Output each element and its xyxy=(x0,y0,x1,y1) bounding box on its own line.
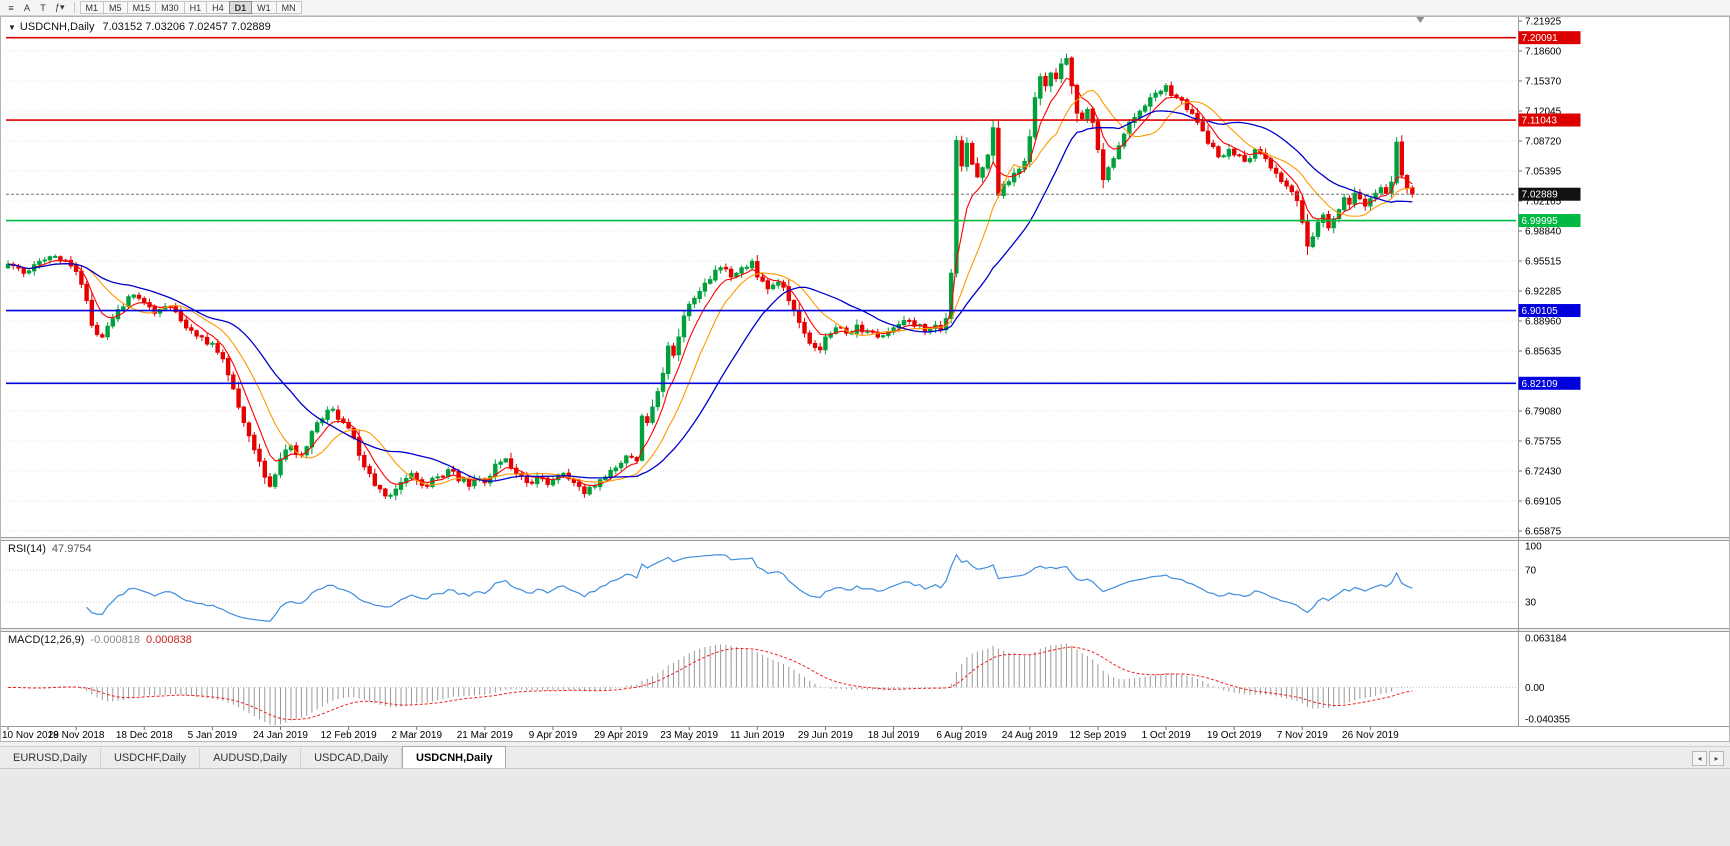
chart-tab-bar: EURUSD,Daily USDCHF,Daily AUDUSD,Daily USDC… xyxy=(0,746,1730,768)
text-tool-button[interactable]: A xyxy=(23,2,30,13)
svg-text:6.88960: 6.88960 xyxy=(1525,317,1562,328)
svg-text:70: 70 xyxy=(1525,566,1537,577)
svg-text:6.85635: 6.85635 xyxy=(1525,347,1562,358)
svg-text:-0.040355: -0.040355 xyxy=(1525,715,1570,726)
rsi-panel xyxy=(6,553,1516,622)
svg-text:7.02889: 7.02889 xyxy=(1522,190,1559,201)
macd-signal-line xyxy=(7,646,1413,721)
svg-text:24 Jan 2019: 24 Jan 2019 xyxy=(253,730,308,741)
svg-text:7.21925: 7.21925 xyxy=(1525,17,1562,28)
tab-scroll-controls: ◂ ▸ xyxy=(1692,751,1730,768)
svg-text:6.99995: 6.99995 xyxy=(1522,216,1559,227)
svg-text:24 Aug 2019: 24 Aug 2019 xyxy=(1002,730,1059,741)
svg-text:7.18600: 7.18600 xyxy=(1525,47,1562,58)
macd-panel xyxy=(6,643,1516,726)
svg-text:0.00: 0.00 xyxy=(1525,683,1545,694)
svg-text:7 Nov 2019: 7 Nov 2019 xyxy=(1277,730,1329,741)
timeframe-button-m30[interactable]: M30 xyxy=(155,1,185,14)
svg-text:6.65875: 6.65875 xyxy=(1525,527,1562,538)
svg-text:7.12045: 7.12045 xyxy=(1525,107,1562,118)
svg-text:6.75755: 6.75755 xyxy=(1525,437,1562,448)
svg-text:29 Nov 2018: 29 Nov 2018 xyxy=(48,730,105,741)
crosshair-tool-button[interactable]: T xyxy=(40,2,46,13)
horizontal-line-objects[interactable] xyxy=(6,36,1516,385)
timeframe-button-m1[interactable]: M1 xyxy=(79,1,105,14)
svg-text:6.92285: 6.92285 xyxy=(1525,287,1562,298)
ma-line-sma12 xyxy=(7,89,1413,486)
svg-text:12 Sep 2019: 12 Sep 2019 xyxy=(1070,730,1127,741)
svg-text:7.08720: 7.08720 xyxy=(1525,137,1562,148)
svg-text:6 Aug 2019: 6 Aug 2019 xyxy=(936,730,987,741)
chart-tab-usdcnh[interactable]: USDCNH,Daily xyxy=(402,746,507,768)
window-bottom-strip xyxy=(0,768,1730,846)
price-badges: 7.20091 7.11043 6.99995 6.90105 6.82109 7.028… xyxy=(1518,31,1581,390)
svg-text:23 May 2019: 23 May 2019 xyxy=(660,730,718,741)
svg-text:9 Apr 2019: 9 Apr 2019 xyxy=(529,730,578,741)
up-candle-bodies xyxy=(5,58,1399,497)
svg-text:21 Mar 2019: 21 Mar 2019 xyxy=(457,730,514,741)
svg-text:2 Mar 2019: 2 Mar 2019 xyxy=(391,730,442,741)
svg-text:12 Feb 2019: 12 Feb 2019 xyxy=(321,730,378,741)
svg-text:6.98840: 6.98840 xyxy=(1525,227,1562,238)
svg-text:6.95515: 6.95515 xyxy=(1525,257,1562,268)
svg-text:1 Oct 2019: 1 Oct 2019 xyxy=(1142,730,1191,741)
timeframe-button-d1[interactable]: D1 xyxy=(228,1,253,14)
svg-text:5 Jan 2019: 5 Jan 2019 xyxy=(188,730,238,741)
panel-splitters[interactable] xyxy=(0,537,1730,632)
svg-text:7.05395: 7.05395 xyxy=(1525,167,1562,178)
moving-averages xyxy=(7,77,1413,487)
ma-line-ema6 xyxy=(7,77,1413,487)
svg-text:6.82109: 6.82109 xyxy=(1522,379,1559,390)
timeframe-button-m15[interactable]: M15 xyxy=(126,1,157,14)
timeframe-buttons-group: M1 M5 M15 M30 H1 H4 D1 W1 MN xyxy=(79,1,302,14)
svg-text:7.02165: 7.02165 xyxy=(1525,197,1562,208)
svg-text:6.72430: 6.72430 xyxy=(1525,467,1562,478)
price-chart-canvas[interactable]: 7.21925 7.18600 7.15370 7.12045 7.08720 7.053… xyxy=(0,16,1730,742)
price-axis: 7.21925 7.18600 7.15370 7.12045 7.08720 7.053… xyxy=(1518,16,1570,726)
svg-text:6.90105: 6.90105 xyxy=(1522,306,1559,317)
svg-text:7.15370: 7.15370 xyxy=(1525,77,1562,88)
timeframe-button-h1[interactable]: H1 xyxy=(183,1,208,14)
chart-tab-usdchf[interactable]: USDCHF,Daily xyxy=(100,748,201,768)
svg-text:0.063184: 0.063184 xyxy=(1525,634,1567,645)
chart-tab-usdcad[interactable]: USDCAD,Daily xyxy=(301,748,403,768)
toolbar-separator xyxy=(73,2,75,13)
svg-text:29 Jun 2019: 29 Jun 2019 xyxy=(798,730,853,741)
svg-text:7.20091: 7.20091 xyxy=(1522,33,1559,44)
svg-text:100: 100 xyxy=(1525,542,1542,553)
chart-menu-icon[interactable]: ≡ xyxy=(8,2,14,13)
macd-histogram xyxy=(12,643,1413,726)
ma-line-sma24 xyxy=(7,110,1413,482)
indicators-dropdown-button[interactable]: ƒ▾ xyxy=(55,2,65,12)
rsi-line xyxy=(86,553,1413,622)
chart-background xyxy=(0,16,1730,742)
svg-text:30: 30 xyxy=(1525,598,1537,609)
chart-window: 7.21925 7.18600 7.15370 7.12045 7.08720 7.053… xyxy=(0,16,1730,742)
timeframe-button-m5[interactable]: M5 xyxy=(103,1,128,14)
timeframe-button-h4[interactable]: H4 xyxy=(206,1,230,14)
svg-text:18 Jul 2019: 18 Jul 2019 xyxy=(868,730,920,741)
svg-text:29 Apr 2019: 29 Apr 2019 xyxy=(594,730,648,741)
tab-scroll-right-button[interactable]: ▸ xyxy=(1709,751,1724,766)
chart-tab-eurusd[interactable]: EURUSD,Daily xyxy=(0,748,101,768)
timeframe-button-mn[interactable]: MN xyxy=(275,1,302,14)
timeframe-button-w1[interactable]: W1 xyxy=(251,1,277,14)
tab-scroll-left-button[interactable]: ◂ xyxy=(1692,751,1707,766)
svg-text:6.79080: 6.79080 xyxy=(1525,407,1562,418)
svg-text:18 Dec 2018: 18 Dec 2018 xyxy=(116,730,173,741)
chart-tab-audusd[interactable]: AUDUSD,Daily xyxy=(200,748,302,768)
svg-text:11 Jun 2019: 11 Jun 2019 xyxy=(730,730,785,741)
svg-text:26 Nov 2019: 26 Nov 2019 xyxy=(1342,730,1399,741)
chart-shift-marker[interactable] xyxy=(1416,17,1425,23)
svg-text:10 Nov 2018: 10 Nov 2018 xyxy=(2,730,59,741)
svg-text:6.69105: 6.69105 xyxy=(1525,497,1562,508)
svg-text:7.11043: 7.11043 xyxy=(1522,116,1558,127)
svg-text:19 Oct 2019: 19 Oct 2019 xyxy=(1207,730,1262,741)
